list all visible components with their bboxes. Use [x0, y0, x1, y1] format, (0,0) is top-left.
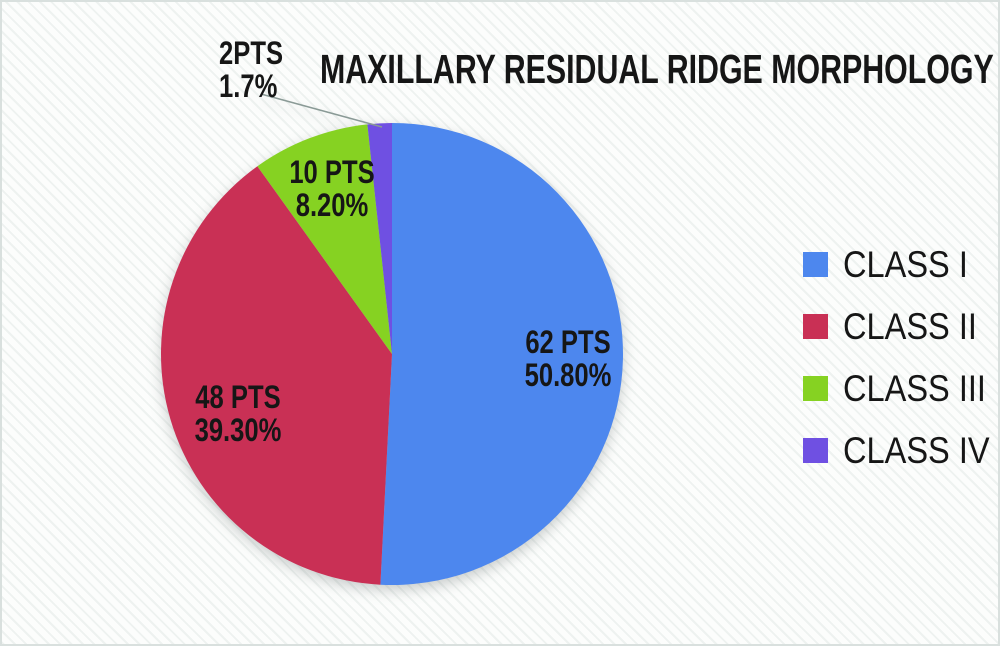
legend-swatch-class-i: [803, 252, 828, 277]
slice-label-class-iv: 2PTS 1.7%: [219, 37, 283, 103]
slice-label-class-iii-points: 10 PTS: [289, 154, 375, 190]
slice-label-class-ii-points: 48 PTS: [195, 379, 281, 415]
pie-slice-class-iv: [367, 123, 392, 354]
slice-label-class-iv-points: 2PTS: [219, 35, 284, 71]
legend: CLASS I CLASS II CLASS III CLASS IV: [803, 242, 998, 473]
slice-label-class-ii-percent: 39.30%: [194, 412, 282, 448]
slice-label-class-i-points: 62 PTS: [525, 324, 611, 360]
pie-slice-class-iii: [257, 124, 392, 354]
legend-label-class-iii: CLASS III: [843, 367, 986, 409]
legend-swatch-class-iv: [803, 438, 828, 463]
slice-label-class-i: 62 PTS 50.80%: [525, 326, 612, 392]
legend-item-class-i: CLASS I: [803, 242, 998, 287]
legend-item-class-iv: CLASS IV: [803, 428, 998, 473]
chart-title: MAXILLARY RESIDUAL RIDGE MORPHOLOGY: [320, 46, 998, 93]
chart-title-text: MAXILLARY RESIDUAL RIDGE MORPHOLOGY: [320, 46, 994, 92]
legend-swatch-class-ii: [803, 314, 828, 339]
legend-swatch-class-iii: [803, 376, 828, 401]
slice-label-class-iii: 10 PTS 8.20%: [289, 156, 374, 222]
slice-label-class-iv-percent: 1.7%: [219, 68, 278, 104]
slice-label-class-ii: 48 PTS 39.30%: [195, 381, 282, 447]
legend-item-class-iii: CLASS III: [803, 366, 998, 411]
slice-label-class-iii-percent: 8.20%: [295, 187, 369, 223]
slice-label-class-i-percent: 50.80%: [524, 357, 612, 393]
legend-label-class-ii: CLASS II: [843, 305, 977, 347]
legend-label-class-i: CLASS I: [843, 243, 968, 285]
legend-label-class-iv: CLASS IV: [843, 429, 990, 471]
pie-slice-class-ii: [160, 166, 392, 585]
pie-slices-group: [160, 123, 623, 585]
callout-leader-line: [260, 93, 383, 128]
legend-item-class-ii: CLASS II: [803, 304, 998, 349]
pie-slice-class-i: [380, 123, 623, 585]
